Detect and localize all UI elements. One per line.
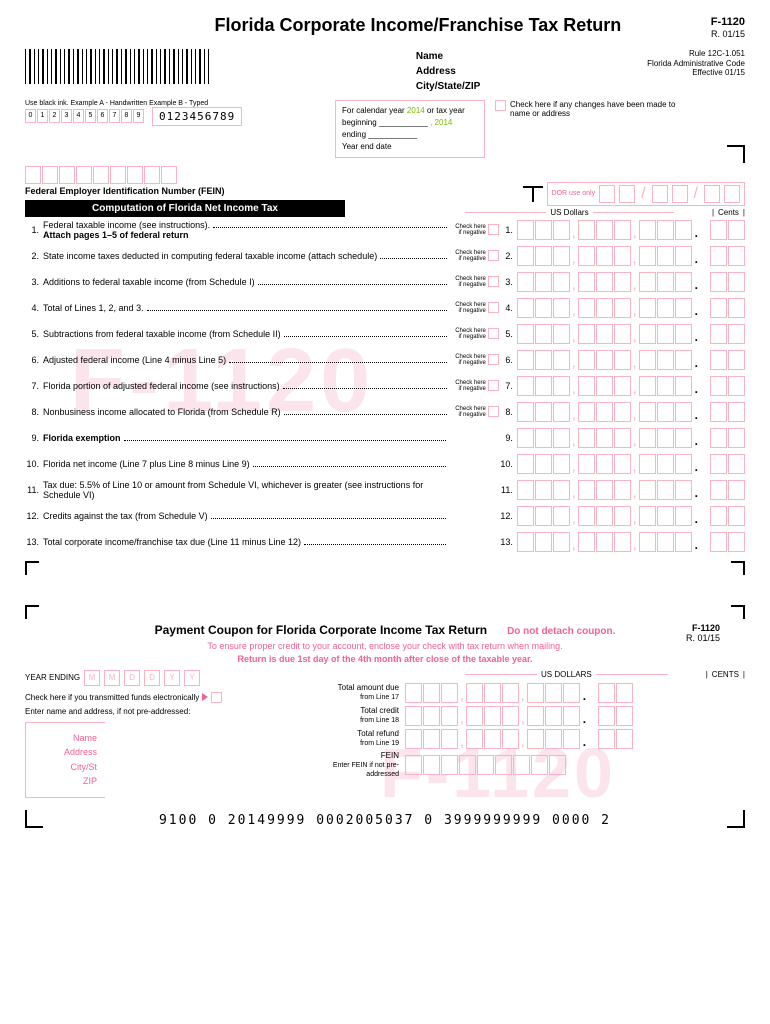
page-title: Florida Corporate Income/Franchise Tax R… xyxy=(125,15,711,36)
amount-entry[interactable]: ,,. xyxy=(517,506,745,526)
ensure-text: To ensure proper credit to your account,… xyxy=(25,641,745,651)
form-line: 5.Subtractions from federal taxable inco… xyxy=(25,323,745,345)
form-line: 4.Total of Lines 1, 2, and 3.Check here … xyxy=(25,297,745,319)
negative-checkbox[interactable] xyxy=(488,380,499,391)
dor-use-only: DOR use only // xyxy=(547,182,745,206)
change-checkbox[interactable] xyxy=(495,100,506,111)
amount-entry[interactable]: ,,. xyxy=(517,454,745,474)
form-line: 3.Additions to federal taxable income (f… xyxy=(25,271,745,293)
t-mark-icon xyxy=(523,186,543,202)
change-checkbox-block: Check here if any changes have been made… xyxy=(495,100,685,118)
barcode xyxy=(25,49,209,84)
lines-container: 1.Federal taxable income (see instructio… xyxy=(25,219,745,553)
triangle-icon xyxy=(202,693,208,701)
amount-entry[interactable]: ,,. xyxy=(517,376,745,396)
form-line: 8.Nonbusiness income allocated to Florid… xyxy=(25,401,745,423)
form-code-block: F-1120 R. 01/15 xyxy=(711,15,745,41)
coupon-form-code: F-1120 R. 01/15 xyxy=(686,623,720,643)
form-line: 11.Tax due: 5.5% of Line 10 or amount fr… xyxy=(25,479,745,501)
negative-checkbox[interactable] xyxy=(488,250,499,261)
amount-entry[interactable]: ,,. xyxy=(405,683,633,703)
form-line: 1.Federal taxable income (see instructio… xyxy=(25,219,745,241)
dollars-label: US Dollars xyxy=(550,208,588,217)
form-line: 6.Adjusted federal income (Line 4 minus … xyxy=(25,349,745,371)
amount-entry[interactable]: ,,. xyxy=(405,729,633,749)
amount-entry[interactable]: ,,. xyxy=(405,706,633,726)
meta-row: Name Address City/State/ZIP Rule 12C-1.0… xyxy=(25,49,745,94)
corner-mark-tr xyxy=(727,145,745,163)
rule-block: Rule 12C-1.051 Florida Administrative Co… xyxy=(647,49,745,94)
coupon-title: Payment Coupon for Florida Corporate Inc… xyxy=(155,623,487,637)
amount-entry[interactable]: ,,. xyxy=(517,532,745,552)
electronic-label: Check here if you transmitted funds elec… xyxy=(25,693,199,702)
fein-entry[interactable] xyxy=(405,755,566,775)
negative-checkbox[interactable] xyxy=(488,224,499,235)
coupon-amount-row: FEINEnter FEIN if not pre-addressed xyxy=(305,752,745,778)
form-line: 13.Total corporate income/franchise tax … xyxy=(25,531,745,553)
enter-address-label: Enter name and address, if not pre-addre… xyxy=(25,707,285,716)
negative-checkbox[interactable] xyxy=(488,302,499,313)
electronic-checkbox[interactable] xyxy=(211,692,222,703)
negative-checkbox[interactable] xyxy=(488,354,499,365)
corner-mark-br xyxy=(727,810,745,828)
address-entry-box: Name Address City/St ZIP xyxy=(25,722,105,798)
ink-instruction: Use black ink. Example A - Handwritten E… xyxy=(25,100,325,107)
payment-coupon: F-1120 R. 01/15 Payment Coupon for Flori… xyxy=(25,595,745,828)
negative-checkbox[interactable] xyxy=(488,328,499,339)
handwritten-example: 0 1 2 3 4 5 6 7 8 9 xyxy=(25,109,144,123)
coupon-amount-row: Total refundfrom Line 19,,. xyxy=(305,729,745,749)
corner-mark xyxy=(25,605,39,619)
amount-entry[interactable]: ,,. xyxy=(517,480,745,500)
amount-entry[interactable]: ,,. xyxy=(517,246,745,266)
corner-mark xyxy=(25,561,39,575)
coupon-amount-row: Total amount duefrom Line 17,,. xyxy=(305,683,745,703)
corner-mark-bl xyxy=(25,810,43,828)
coupon-amount-row: Total creditfrom Line 18,,. xyxy=(305,706,745,726)
amount-entry[interactable]: ,,. xyxy=(517,220,745,240)
corner-mark xyxy=(731,561,745,575)
fein-label: Federal Employer Identification Number (… xyxy=(25,186,345,196)
bottom-barcode-text: 9100 0 20149999 0002005037 0 3999999999 … xyxy=(25,813,745,828)
corner-mark xyxy=(731,605,745,619)
header: Florida Corporate Income/Franchise Tax R… xyxy=(25,15,745,41)
negative-checkbox[interactable] xyxy=(488,276,499,287)
form-line: 12.Credits against the tax (from Schedul… xyxy=(25,505,745,527)
amount-entry[interactable]: ,,. xyxy=(517,298,745,318)
year-ending-row: YEAR ENDING M M D D Y Y xyxy=(25,670,285,686)
section-header: Computation of Florida Net Income Tax xyxy=(25,200,345,217)
amount-entry[interactable]: ,,. xyxy=(517,324,745,344)
fein-boxes[interactable] xyxy=(25,166,345,184)
no-detach-warning: Do not detach coupon. xyxy=(507,626,615,637)
name-address-block: Name Address City/State/ZIP xyxy=(416,49,480,94)
cents-label: Cents xyxy=(718,208,739,217)
calendar-year-box: For calendar year 2014 or tax year begin… xyxy=(335,100,485,158)
form-line: 2.State income taxes deducted in computi… xyxy=(25,245,745,267)
amount-entry[interactable]: ,,. xyxy=(517,402,745,422)
config-row: Use black ink. Example A - Handwritten E… xyxy=(25,100,745,158)
form-line: 10.Florida net income (Line 7 plus Line … xyxy=(25,453,745,475)
form-line: 7.Florida portion of adjusted federal in… xyxy=(25,375,745,397)
due-text: Return is due 1st day of the 4th month a… xyxy=(25,654,745,664)
amount-entry[interactable]: ,,. xyxy=(517,350,745,370)
amount-entry[interactable]: ,,. xyxy=(517,272,745,292)
amount-entry[interactable]: ,,. xyxy=(517,428,745,448)
negative-checkbox[interactable] xyxy=(488,406,499,417)
typed-example: 0123456789 xyxy=(152,107,242,126)
form-line: 9.Florida exemption9.,,. xyxy=(25,427,745,449)
